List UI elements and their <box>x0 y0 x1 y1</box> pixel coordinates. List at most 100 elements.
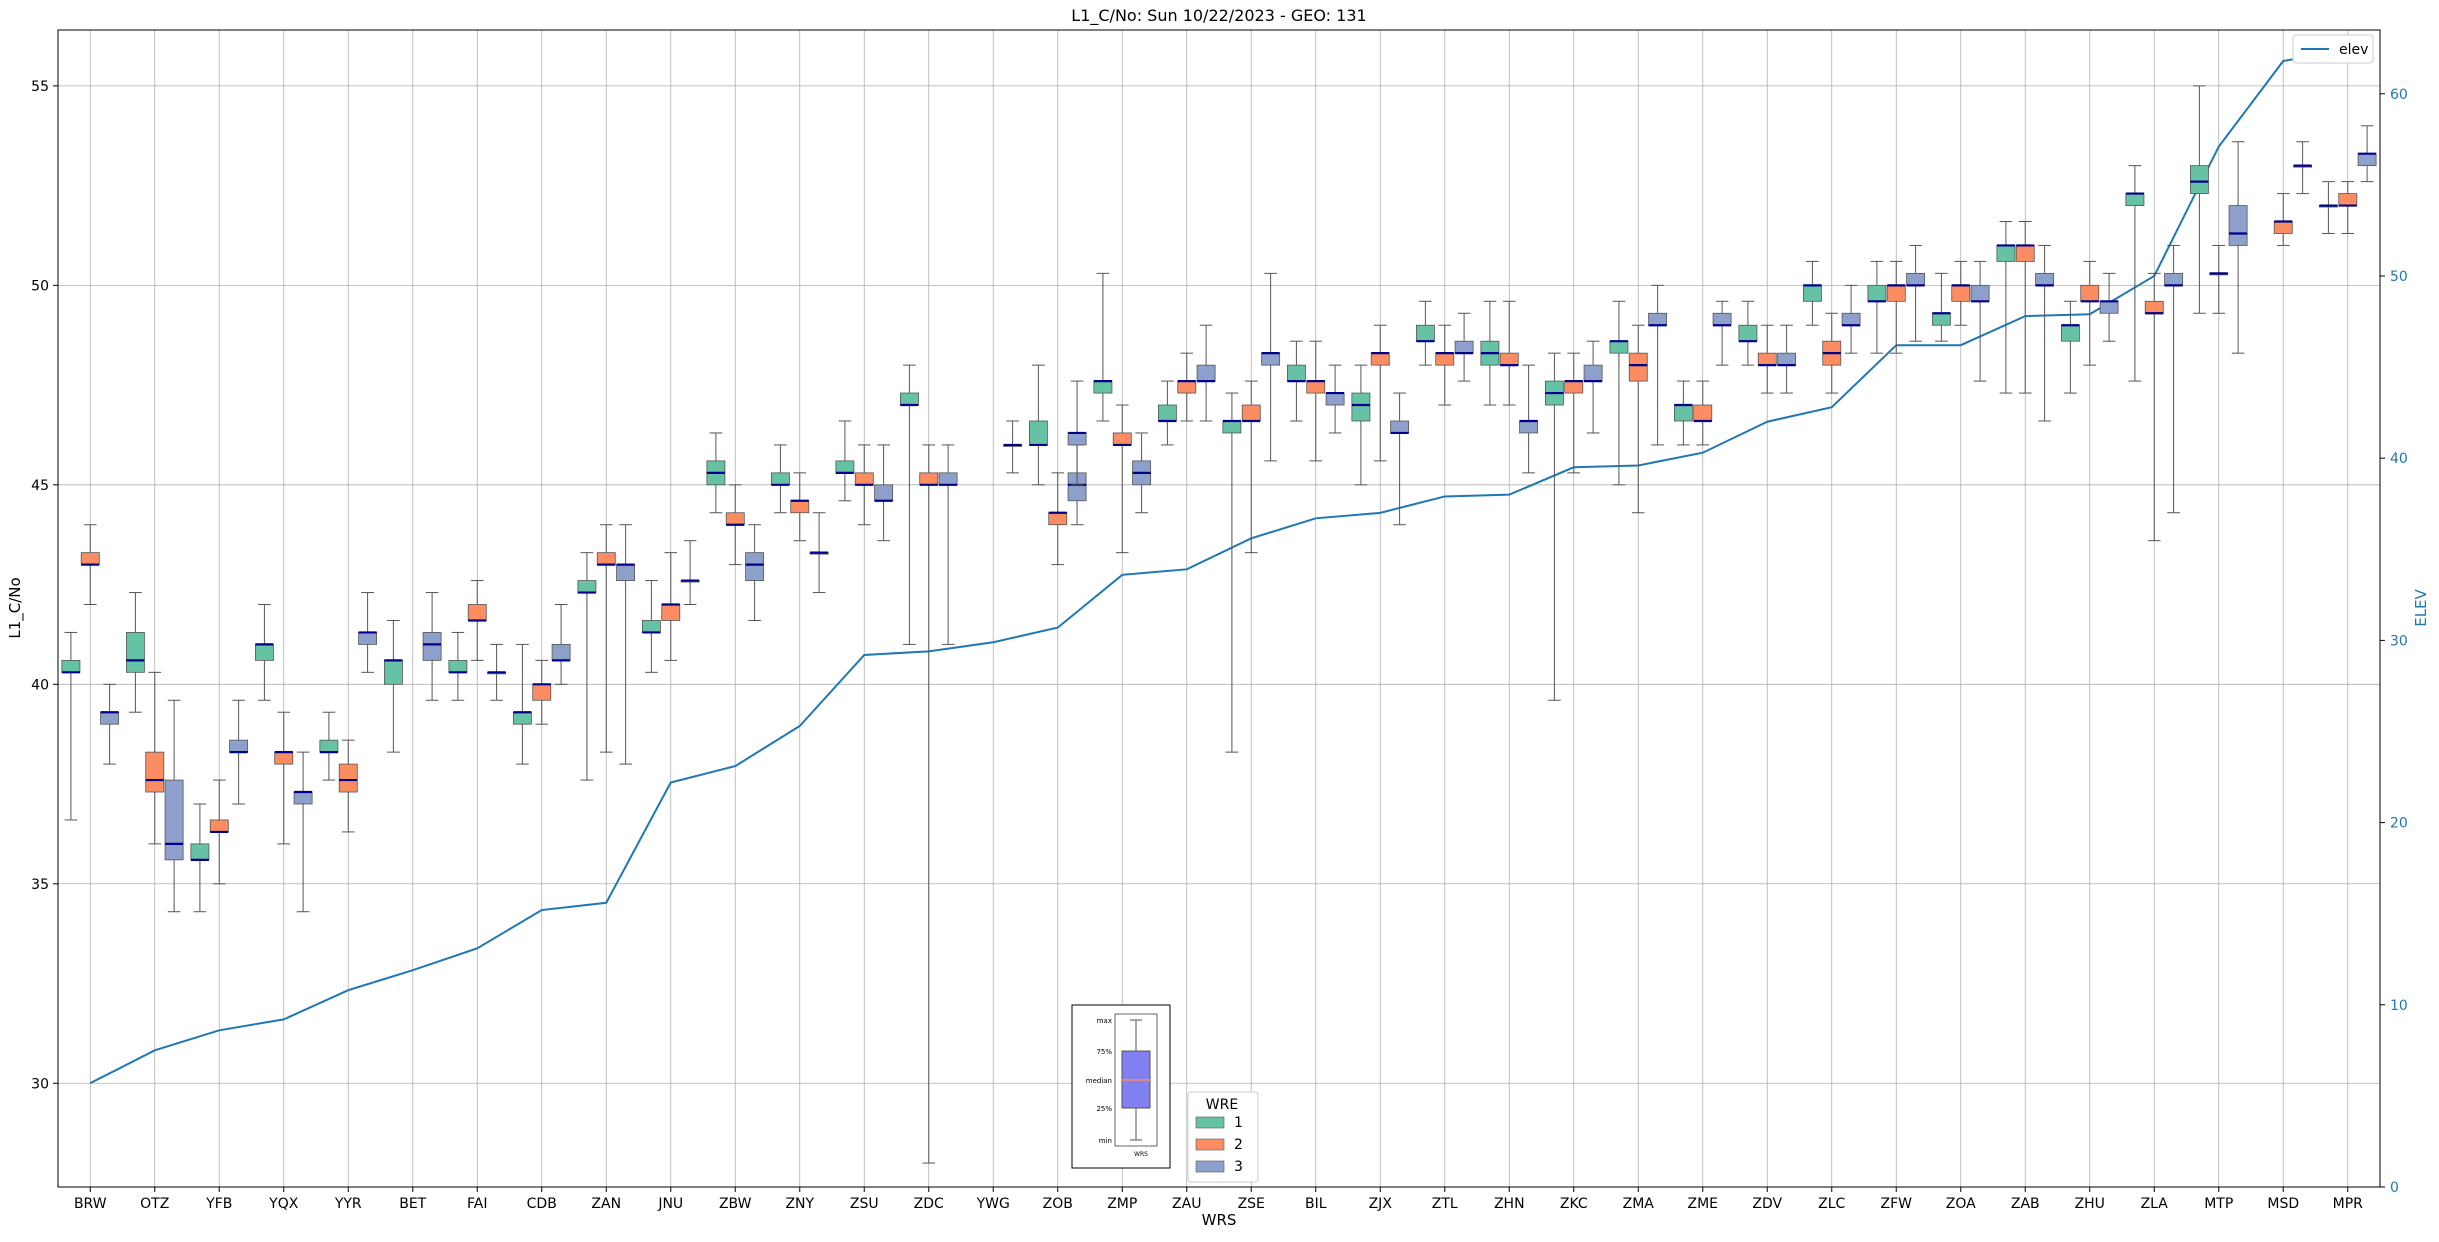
box-zmp-wre1 <box>1093 272 1113 422</box>
x-tick-label: CDB <box>527 1196 557 1212</box>
y2-axis-label: ELEV <box>2412 588 2430 626</box>
box-iqr <box>1177 380 1197 394</box>
box-iqr <box>2080 284 2100 302</box>
box-fai-wre2 <box>467 580 487 661</box>
box-iqr <box>1196 364 1216 382</box>
box-iqr <box>319 739 339 753</box>
y-tick-label: 35 <box>31 877 49 893</box>
box-iqr <box>467 604 487 621</box>
x-tick-label: YFB <box>205 1196 232 1212</box>
box-iqr <box>1222 420 1242 434</box>
box-zny-wre1 <box>770 444 790 514</box>
inset-legend: max 75% median 25% min WRS <box>1071 1004 1171 1169</box>
box-iqr <box>209 819 229 833</box>
legend-wre-swatch-3 <box>1195 1160 1225 1173</box>
box-iqr <box>1325 392 1345 406</box>
box-yyr-wre2 <box>338 739 358 833</box>
box-zoa-wre2 <box>1951 260 1971 326</box>
x-tick-label: ZJX <box>1369 1196 1393 1212</box>
box-jnu-wre1 <box>641 580 661 673</box>
box-yqx-wre1 <box>254 604 274 701</box>
box-yfb-wre2 <box>209 779 229 885</box>
box-zkc-wre3 <box>1583 340 1603 434</box>
box-zob-wre1 <box>1028 364 1048 486</box>
box-iqr <box>61 659 81 673</box>
box-iqr <box>938 472 958 486</box>
box-iqr <box>1241 404 1261 422</box>
box-zab-wre1 <box>1996 221 2016 394</box>
box-iqr <box>100 711 120 725</box>
box-zma-wre3 <box>1648 284 1668 446</box>
box-zlc-wre2 <box>1822 312 1842 394</box>
box-iqr <box>1867 284 1887 302</box>
box-zab-wre2 <box>2015 221 2035 394</box>
box-zdv-wre1 <box>1738 300 1758 366</box>
box-ztl-wre1 <box>1415 300 1435 366</box>
box-zjx-wre2 <box>1370 324 1390 462</box>
box-mpr-wre1 <box>2318 181 2338 234</box>
chart-title: L1_C/No: Sun 10/22/2023 - GEO: 131 <box>1071 6 1366 26</box>
box-brw-wre3 <box>100 683 120 765</box>
box-iqr <box>2338 193 2358 206</box>
box-iqr <box>293 791 313 805</box>
box-iqr <box>1390 420 1410 434</box>
box-zdc-wre1 <box>899 364 919 645</box>
box-iqr <box>1519 420 1539 434</box>
x-tick-label: YQX <box>268 1196 299 1212</box>
box-yyr-wre1 <box>319 711 339 781</box>
x-tick-label: OTZ <box>140 1196 169 1212</box>
box-zny-wre3 <box>809 512 829 594</box>
box-iqr <box>1564 380 1584 394</box>
box-iqr <box>577 580 597 593</box>
x-tick-label: ZOB <box>1043 1196 1073 1212</box>
inset-label-min: min <box>1099 1137 1112 1145</box>
box-iqr <box>1931 312 1951 326</box>
plot-frame <box>57 29 2381 1188</box>
box-yfb-wre1 <box>190 803 210 913</box>
y-tick-label: 30 <box>31 1076 49 1092</box>
x-tick-label: MTP <box>2204 1196 2233 1212</box>
box-iqr <box>1673 404 1693 422</box>
legend-elev: elev <box>2292 34 2374 64</box>
box-zdc-wre2 <box>919 444 939 1164</box>
box-zhu-wre1 <box>2060 300 2080 394</box>
box-otz-wre1 <box>125 592 145 713</box>
box-cdb-wre1 <box>512 643 532 765</box>
box-iqr <box>1951 284 1971 302</box>
box-ztl-wre2 <box>1435 324 1455 406</box>
box-iqr <box>1067 432 1087 446</box>
box-zhn-wre2 <box>1499 300 1519 406</box>
box-msd-wre2 <box>2273 193 2293 246</box>
elev-line <box>89 49 2348 1085</box>
box-zny-wre2 <box>790 472 810 542</box>
inset-xlabel: WRS <box>1134 1151 1148 1158</box>
x-tick-label: ZKC <box>1560 1196 1588 1212</box>
box-zsu-wre3 <box>874 444 894 542</box>
box-zhn-wre1 <box>1480 300 1500 406</box>
box-cdb-wre3 <box>551 604 571 685</box>
box-iqr <box>790 500 810 514</box>
box-mtp-wre3 <box>2228 141 2248 354</box>
box-zse-wre2 <box>1241 380 1261 554</box>
box-iqr <box>2189 165 2209 194</box>
box-mpr-wre3 <box>2357 125 2377 183</box>
box-zme-wre3 <box>1712 300 1732 366</box>
box-ztl-wre3 <box>1454 312 1474 382</box>
box-yyr-wre3 <box>358 592 378 673</box>
x-tick-label: BRW <box>74 1196 107 1212</box>
box-iqr <box>1415 324 1435 342</box>
box-iqr <box>254 644 274 661</box>
box-jnu-wre3 <box>680 540 700 606</box>
box-iqr <box>2357 153 2377 167</box>
x-tick-label: FAI <box>467 1196 487 1212</box>
box-iqr <box>551 644 571 661</box>
box-zoa-wre1 <box>1931 272 1951 342</box>
box-iqr <box>1093 380 1113 394</box>
box-iqr <box>725 512 745 526</box>
box-bil-wre1 <box>1286 340 1306 422</box>
x-tick-label: ZOA <box>1946 1196 1976 1212</box>
box-zsu-wre2 <box>854 444 874 526</box>
legend-wre-title: WRE <box>1206 1097 1238 1113</box>
box-iqr <box>164 779 184 861</box>
